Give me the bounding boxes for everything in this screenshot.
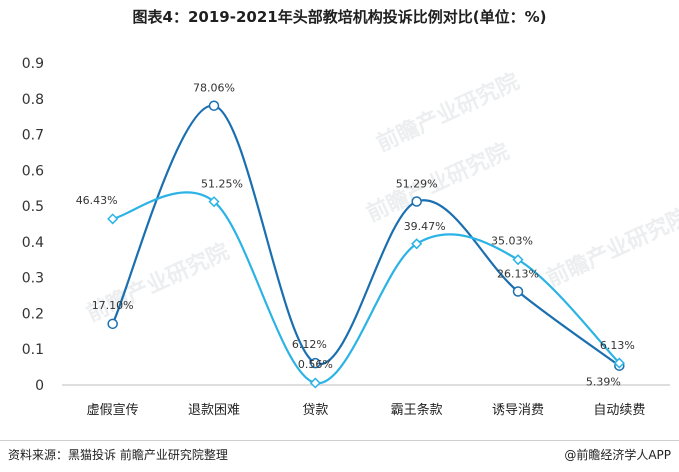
y-tick-label: 0.2 [22, 306, 44, 322]
y-tick-label: 0.5 [22, 199, 44, 215]
data-point [310, 357, 321, 369]
series-markers [107, 100, 625, 389]
brand-credit: @前瞻经济学人APP [564, 448, 671, 462]
y-tick-label: 0.4 [22, 235, 44, 251]
data-label: 26.13% [497, 268, 539, 281]
data-point [107, 213, 119, 225]
data-point [208, 100, 220, 111]
chart-title: 图表4：2019-2021年头部教培机构投诉比例对比(单位：%) [132, 8, 547, 26]
data-label: 51.29% [396, 177, 438, 190]
data-point [309, 377, 321, 389]
x-axis: 虚假宣传 退款困难 贷款 霸王条款 诱导消费 自动续费 [62, 384, 670, 418]
source-note: 资料来源：黑猫投诉 前瞻产业研究院整理 [8, 448, 228, 462]
y-tick-label: 0.3 [22, 271, 44, 287]
line-chart: 0 0.1 0.2 0.3 0.4 0.5 0.6 0.7 0.8 0.9 虚假宣传 退款困难 贷款 霸… [22, 56, 670, 418]
y-tick-label: 0 [35, 378, 44, 394]
y-tick-label: 0.6 [22, 163, 44, 179]
y-tick-label: 0.8 [22, 92, 44, 108]
x-tick-label: 自动续费 [593, 403, 645, 418]
data-point [613, 357, 625, 369]
x-tick-label: 霸王条款 [391, 402, 443, 418]
data-label: 39.47% [404, 220, 446, 233]
data-label: 17.10% [92, 299, 134, 312]
data-point [107, 318, 118, 330]
x-tick-label: 贷款 [302, 403, 328, 418]
data-label: 5.39% [586, 376, 621, 389]
data-point [512, 286, 524, 297]
data-point [512, 254, 524, 266]
x-tick-label: 诱导消费 [492, 403, 544, 418]
data-label: 0.56% [298, 358, 333, 371]
series-lines [111, 104, 621, 385]
y-tick-label: 0.1 [22, 342, 44, 358]
series-line-1 [111, 104, 620, 367]
data-label: 51.25% [201, 178, 243, 191]
footer-divider [0, 440, 679, 441]
data-label: 78.06% [193, 82, 235, 95]
series-line-2 [112, 191, 621, 385]
y-tick-label: 0.7 [22, 128, 44, 144]
data-point [411, 196, 422, 207]
data-label: 35.03% [491, 235, 533, 248]
y-tick-label: 0.9 [22, 56, 44, 72]
data-point [208, 196, 220, 208]
y-axis: 0 0.1 0.2 0.3 0.4 0.5 0.6 0.7 0.8 0.9 [22, 56, 44, 394]
x-tick-label: 虚假宣传 [87, 402, 139, 418]
x-tick-label: 退款困难 [188, 403, 240, 418]
data-label: 6.12% [292, 338, 327, 351]
data-point [411, 238, 423, 250]
data-label: 6.13% [600, 339, 635, 352]
data-label: 46.43% [76, 194, 118, 207]
data-labels: 17.10% 78.06% 6.12% 51.29% 26.13% 5.39% 46.43%… [76, 82, 635, 389]
